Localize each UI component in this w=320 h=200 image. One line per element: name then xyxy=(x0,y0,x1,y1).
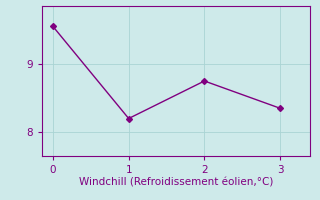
X-axis label: Windchill (Refroidissement éolien,°C): Windchill (Refroidissement éolien,°C) xyxy=(79,178,273,188)
